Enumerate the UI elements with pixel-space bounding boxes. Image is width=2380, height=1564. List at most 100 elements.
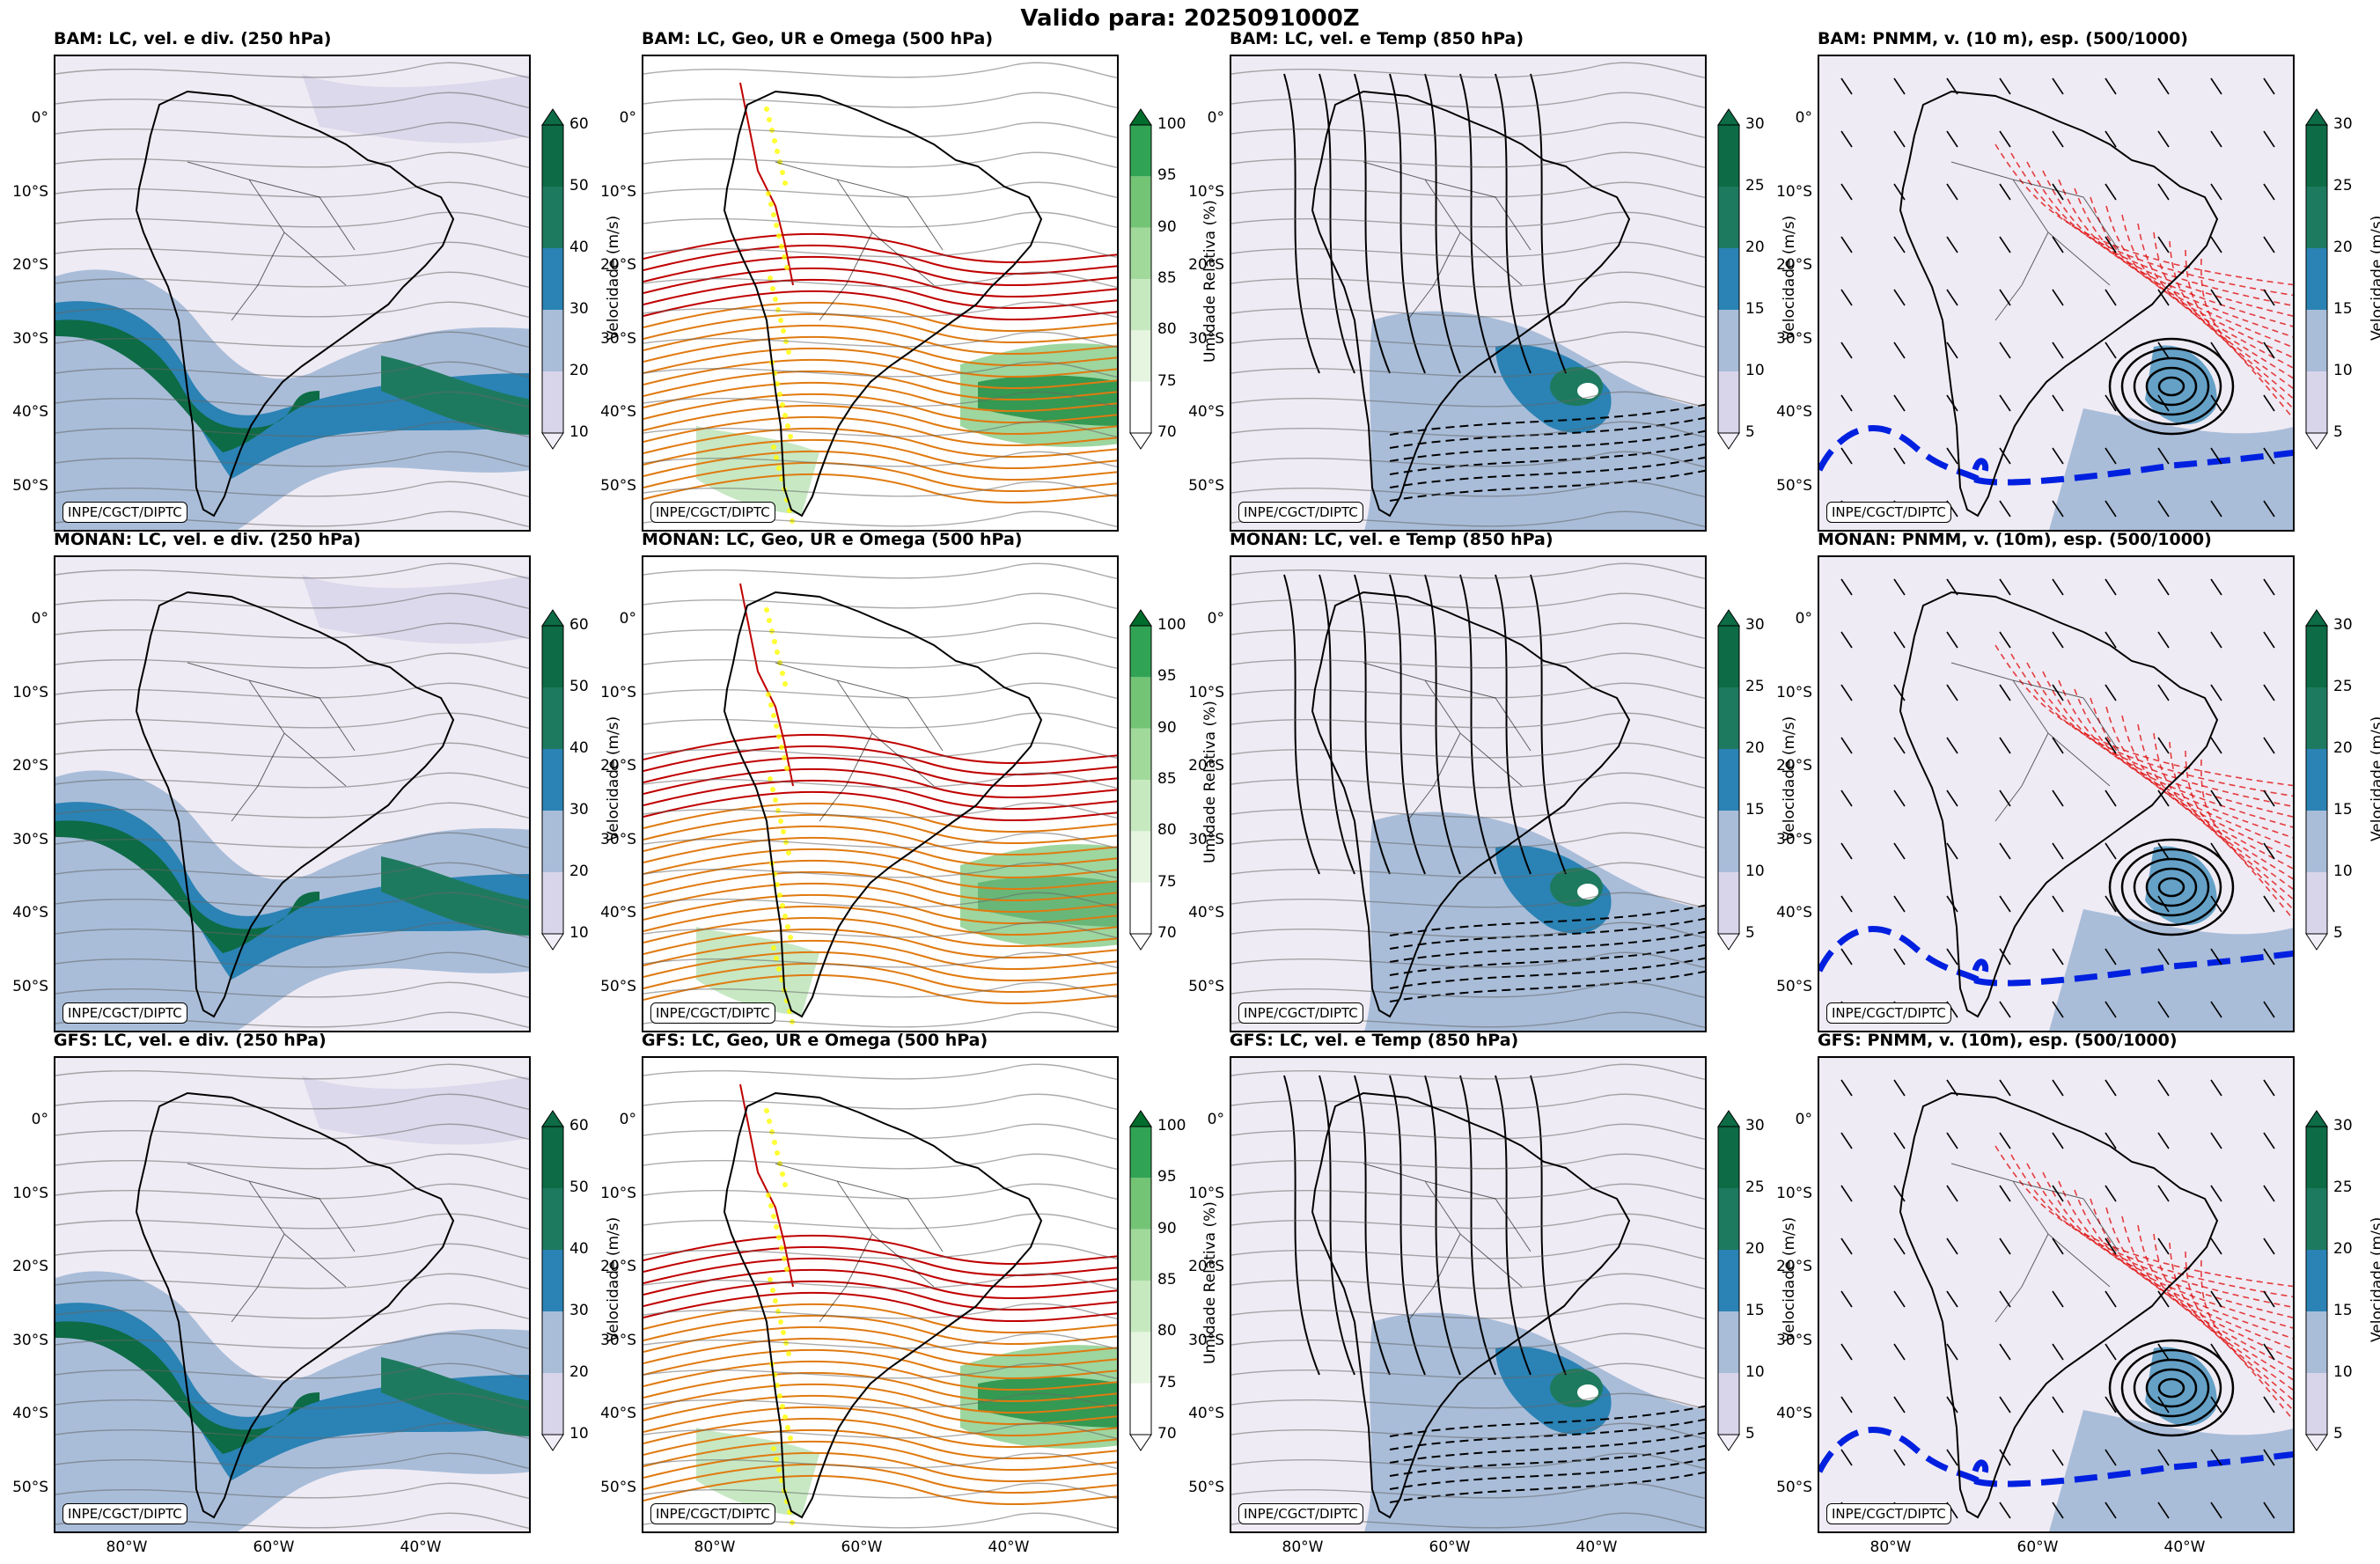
colorbar-segment: [2306, 248, 2327, 310]
lat-tick-label: 40°S: [1776, 904, 1812, 922]
colorbar-segment: [1130, 626, 1151, 678]
colorbar-extend-min: [541, 933, 564, 951]
colorbar-tick-label: 10: [2333, 863, 2353, 880]
panel-title-bam-2: BAM: LC, Geo, UR e Omega (500 hPa): [642, 29, 994, 48]
lat-tick-label: 40°S: [12, 904, 48, 922]
lat-tick-label: 0°: [1795, 109, 1812, 127]
colorbar-extend-min: [1129, 933, 1152, 951]
colorbar-segment: [1130, 882, 1151, 934]
map-panel-bam-2: INPE/CGCT/DIPTC: [642, 55, 1119, 532]
colorbar-segment: [1130, 1332, 1151, 1384]
lat-tick-label: 50°S: [1188, 1478, 1224, 1496]
colorbar-segment: [1130, 1178, 1151, 1230]
colorbar-segment: [542, 1250, 563, 1311]
map-field-svg: [1819, 1058, 2293, 1531]
colorbar-extend-max: [1129, 108, 1152, 126]
colorbar-segment: [1130, 1127, 1151, 1179]
lat-tick-label: 30°S: [1188, 830, 1224, 848]
map-panel-bam-1: INPE/CGCT/DIPTC: [54, 55, 531, 532]
colorbar-tick-label: 15: [2333, 300, 2353, 318]
colorbar-tick-label: 30: [569, 1302, 589, 1319]
lat-tick-label: 0°: [1795, 610, 1812, 628]
colorbar-tick-label: 25: [1745, 1179, 1765, 1196]
lon-tick-label: 40°W: [1576, 1538, 1618, 1556]
colorbar-speed850: [2305, 609, 2328, 951]
colorbar-segment: [1130, 125, 1151, 177]
colorbar-segment: [1130, 227, 1151, 279]
colorbar-tick-label: 10: [569, 1425, 589, 1443]
colorbar-segment: [2306, 687, 2327, 749]
map-panel-gfs-4: INPE/CGCT/DIPTC: [1818, 1056, 2295, 1533]
colorbar-tick-label: 100: [1157, 616, 1186, 634]
colorbar-segment: [1718, 626, 1739, 687]
lat-tick-label: 0°: [619, 1111, 636, 1128]
colorbar-speed850: [2305, 1110, 2328, 1451]
colorbar-segment: [1718, 1311, 1739, 1373]
credit-label: INPE/CGCT/DIPTC: [1238, 1503, 1363, 1524]
colorbar-segment: [1718, 310, 1739, 371]
lat-tick-label: 10°S: [1776, 1184, 1812, 1202]
colorbar-tick-label: 25: [2333, 678, 2353, 695]
colorbar-segment: [1130, 279, 1151, 331]
credit-label: INPE/CGCT/DIPTC: [1238, 502, 1363, 523]
lon-tick-label: 60°W: [2016, 1538, 2059, 1556]
lat-tick-label: 20°S: [1776, 757, 1812, 775]
colorbar-tick-label: 10: [1745, 362, 1765, 379]
map-field-svg: [643, 557, 1117, 1031]
colorbar-tick-label: 15: [2333, 1302, 2353, 1319]
colorbar-label: Velocidade (m/s): [2369, 215, 2380, 341]
map-panel-gfs-2: INPE/CGCT/DIPTC: [642, 1056, 1119, 1533]
lon-tick-label: 60°W: [1429, 1538, 1471, 1556]
map-field-svg: [643, 56, 1117, 530]
colorbar-tick-label: 75: [1157, 371, 1177, 390]
map-panel-gfs-1: INPE/CGCT/DIPTC: [54, 1056, 531, 1533]
colorbar-tick-label: 20: [2333, 739, 2353, 757]
colorbar-segment: [1718, 1188, 1739, 1250]
colorbar-tick-label: 25: [2333, 1179, 2353, 1196]
lat-tick-label: 20°S: [12, 256, 48, 274]
colorbar-segment: [1718, 125, 1739, 187]
colorbar-segment: [1718, 1127, 1739, 1188]
colorbar-tick-label: 25: [1745, 678, 1765, 695]
colorbar-segment: [1718, 1373, 1739, 1435]
figure-title: Valido para: 2025091000Z: [1020, 5, 1360, 32]
colorbar-tick-label: 70: [1157, 924, 1177, 942]
colorbar-extend-max: [2305, 1110, 2328, 1127]
lat-tick-label: 30°S: [1188, 1331, 1224, 1349]
colorbar-tick-label: 95: [1157, 667, 1177, 686]
colorbar-segment: [1718, 371, 1739, 433]
colorbar-tick-label: 40: [569, 1240, 589, 1258]
lat-tick-label: 30°S: [12, 830, 48, 848]
colorbar-tick-label: 20: [569, 863, 589, 880]
colorbar-segment: [1130, 677, 1151, 729]
lat-tick-label: 10°S: [12, 182, 48, 201]
colorbar-tick-label: 15: [1745, 1302, 1765, 1319]
colorbar-segment: [1718, 872, 1739, 934]
credit-label: INPE/CGCT/DIPTC: [1826, 1503, 1951, 1524]
lat-tick-label: 30°S: [1776, 1331, 1812, 1349]
colorbar-tick-label: 60: [569, 616, 589, 634]
panel-title-monan-3: MONAN: LC, vel. e Temp (850 hPa): [1230, 530, 1554, 549]
lat-tick-label: 30°S: [600, 830, 636, 848]
colorbar-segment: [1718, 749, 1739, 811]
lat-tick-label: 40°S: [600, 1405, 636, 1422]
colorbar-tick-label: 40: [569, 239, 589, 256]
colorbar-tick-label: 75: [1157, 1373, 1177, 1391]
colorbar-tick-label: 80: [1157, 821, 1177, 840]
colorbar-extend-min: [541, 1434, 564, 1451]
colorbar-tick-label: 30: [2333, 1117, 2353, 1134]
map-panel-bam-4: INPE/CGCT/DIPTC: [1818, 55, 2295, 532]
colorbar-extend-min: [1717, 1434, 1740, 1451]
colorbar-tick-label: 60: [569, 115, 589, 133]
colorbar-tick-label: 20: [1745, 739, 1765, 757]
colorbar-extend-max: [541, 1110, 564, 1127]
colorbar-segment: [1130, 780, 1151, 832]
lat-tick-label: 30°S: [12, 329, 48, 348]
lat-tick-label: 0°: [619, 109, 636, 127]
credit-label: INPE/CGCT/DIPTC: [62, 1002, 187, 1024]
colorbar-tick-label: 10: [569, 423, 589, 441]
panel-title-bam-1: BAM: LC, vel. e div. (250 hPa): [54, 29, 332, 48]
map-panel-gfs-3: INPE/CGCT/DIPTC: [1230, 1056, 1707, 1533]
map-panel-monan-3: INPE/CGCT/DIPTC: [1230, 555, 1707, 1032]
lat-tick-label: 20°S: [1188, 256, 1224, 274]
